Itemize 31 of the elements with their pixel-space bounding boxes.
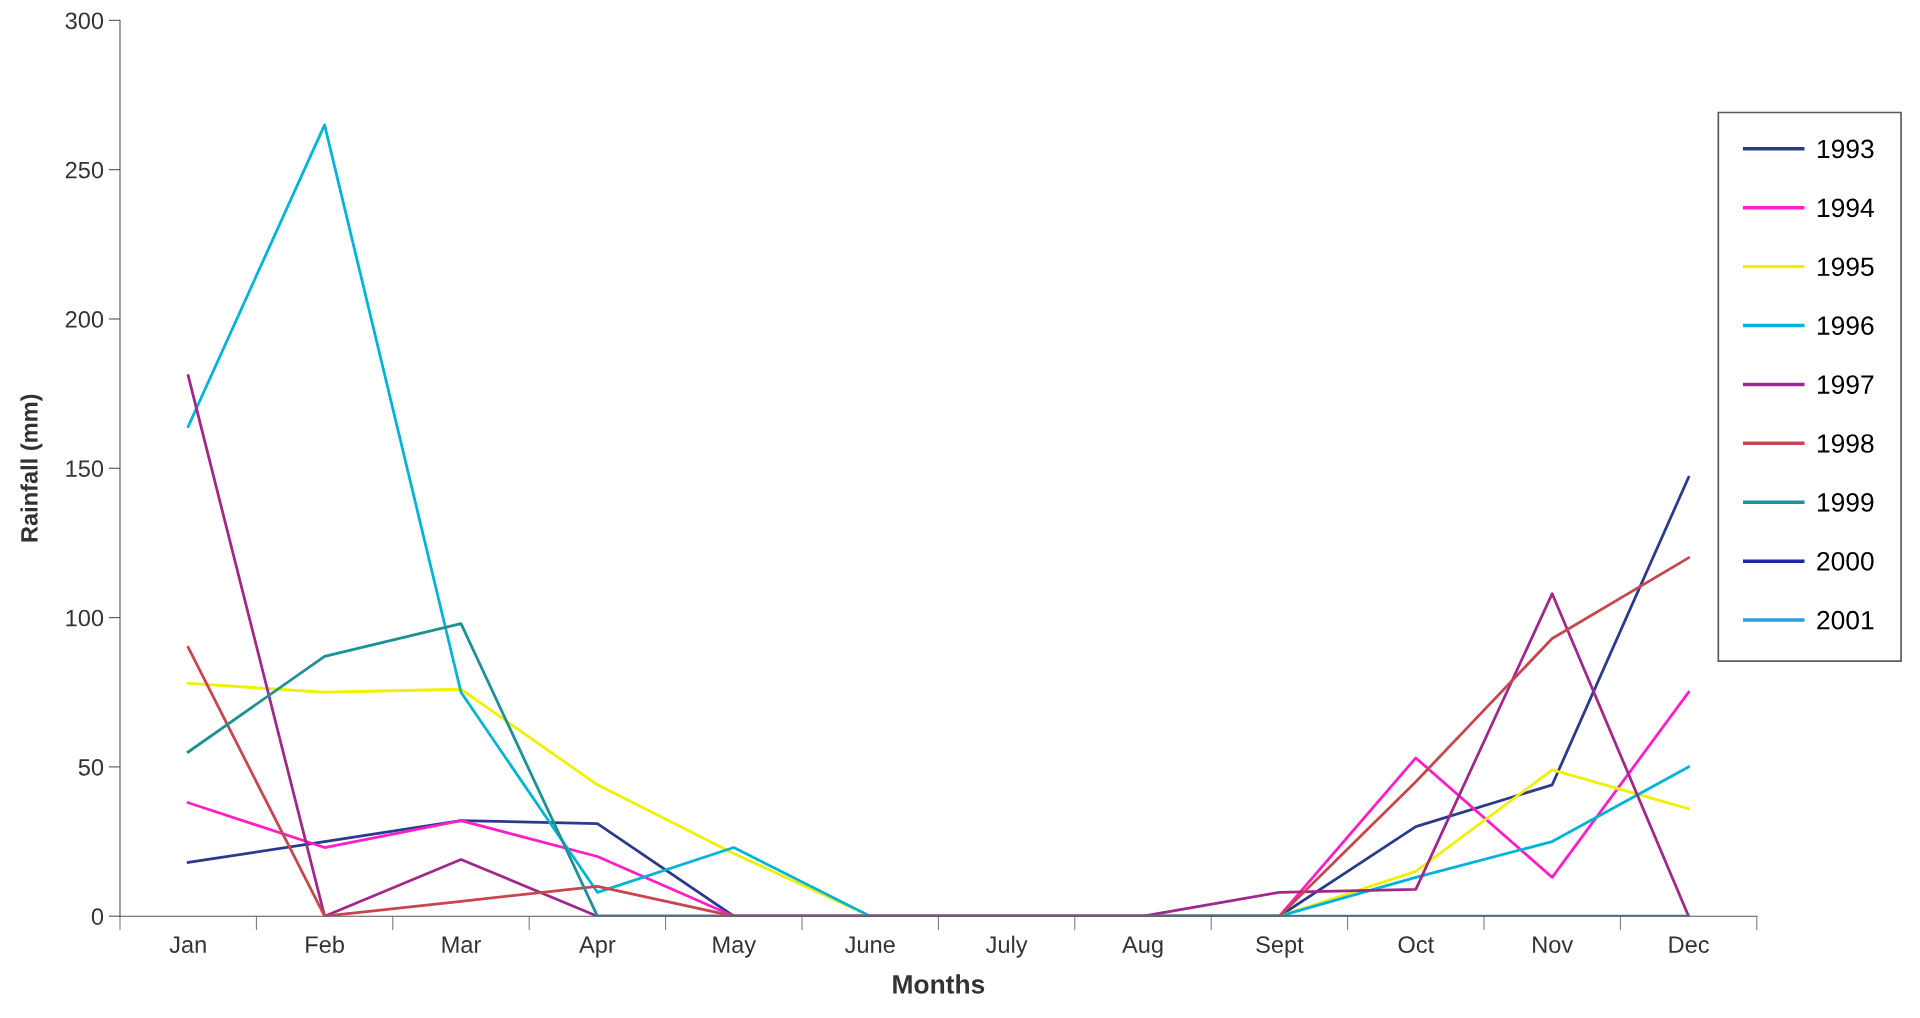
legend-label: 1994 xyxy=(1817,198,1874,218)
x-tick-label: Sept xyxy=(1256,936,1304,958)
y-axis-title: Rainfall (mm) xyxy=(20,394,43,542)
legend-label: 1998 xyxy=(1817,434,1874,453)
line-series xyxy=(186,622,1690,917)
y-tick-label: 100 xyxy=(66,609,104,627)
x-tick-label: Oct xyxy=(1398,936,1434,953)
legend-label: 2000 xyxy=(1817,551,1874,571)
x-axis-title: Months xyxy=(893,974,985,994)
legend-label: 1993 xyxy=(1817,139,1874,159)
y-tick-label: 200 xyxy=(65,311,104,328)
y-tick-label: 0 xyxy=(91,908,104,925)
x-tick-label: Aug xyxy=(1122,936,1163,958)
x-tick-label: Dec xyxy=(1669,936,1709,953)
x-tick-label: June xyxy=(844,936,895,953)
x-tick-label: Apr xyxy=(579,936,616,958)
legend-label: 1996 xyxy=(1817,316,1874,336)
x-tick-label: Jan xyxy=(169,936,206,953)
x-tick-label: Feb xyxy=(306,935,344,953)
x-tick-label: May xyxy=(713,936,757,958)
y-tick-label: 150 xyxy=(66,460,104,478)
x-tick-label: July xyxy=(985,935,1028,958)
x-tick-label: Mar xyxy=(442,936,481,953)
y-tick-label: 300 xyxy=(65,12,104,30)
legend-label: 1995 xyxy=(1817,257,1874,277)
legend-label: 2001 xyxy=(1817,610,1874,630)
y-tick-label: 250 xyxy=(65,161,104,179)
x-tick-label: Nov xyxy=(1533,936,1574,953)
legend-label: 1999 xyxy=(1817,493,1874,512)
legend-label: 1997 xyxy=(1817,375,1874,394)
y-tick-label: 50 xyxy=(78,758,104,776)
